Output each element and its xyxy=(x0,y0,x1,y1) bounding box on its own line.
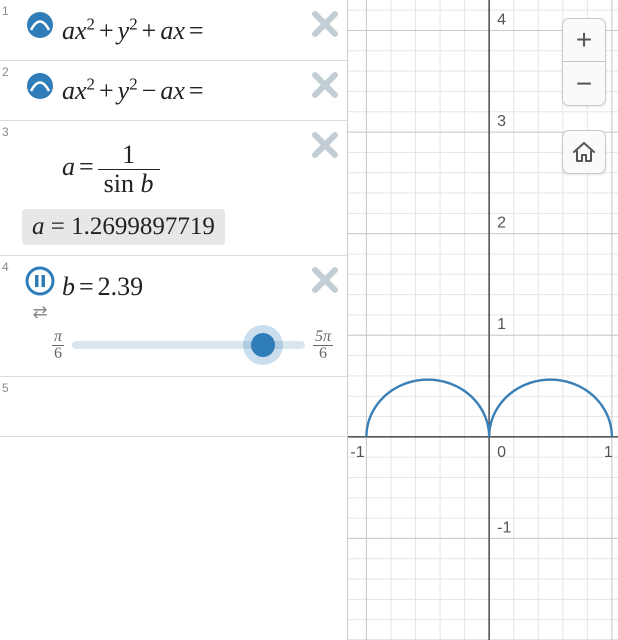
expression-row-2[interactable]: 2 ax2+y2−ax= xyxy=(0,61,347,122)
svg-text:-1: -1 xyxy=(497,519,511,536)
row-index: 1 xyxy=(0,0,22,18)
frac-numerator: 1 xyxy=(116,141,141,168)
slider[interactable] xyxy=(72,335,305,355)
delete-row-button[interactable] xyxy=(309,8,341,45)
expression-row-3[interactable]: 3 a= 1 sin b a = 1.2699897719 xyxy=(0,121,347,256)
svg-text:-1: -1 xyxy=(350,444,364,461)
svg-text:3: 3 xyxy=(497,113,506,130)
var-a: a xyxy=(62,152,75,181)
expression-content[interactable]: b=2.39 xyxy=(58,256,347,302)
frac-fn: sin xyxy=(104,169,134,198)
val-b: 2.39 xyxy=(98,272,144,301)
visibility-toggle-icon[interactable] xyxy=(22,61,58,101)
row-index: 3 xyxy=(0,121,22,139)
delete-row-button[interactable] xyxy=(309,129,341,166)
frac-arg: b xyxy=(141,169,154,198)
expression-content[interactable]: ax2+y2−ax= xyxy=(58,61,347,121)
slider-min: π6 xyxy=(52,329,64,362)
svg-text:4: 4 xyxy=(497,11,506,28)
slider-knob[interactable] xyxy=(251,333,275,357)
delete-row-button[interactable] xyxy=(309,264,341,301)
zoom-in-button[interactable]: + xyxy=(562,18,606,62)
swap-icon[interactable]: ⇄ xyxy=(32,302,47,323)
svg-text:0: 0 xyxy=(497,444,506,461)
row-icon-placeholder xyxy=(22,121,58,131)
svg-text:1: 1 xyxy=(497,316,506,333)
row-index: 4 xyxy=(0,256,22,274)
home-icon xyxy=(570,138,598,166)
row-index: 2 xyxy=(0,61,22,79)
graph-area[interactable]: -1 1 2 3 4 -1 1 0 + − xyxy=(348,0,618,640)
row-index: 5 xyxy=(0,377,22,395)
svg-text:2: 2 xyxy=(497,215,506,232)
computed-value: a = 1.2699897719 xyxy=(22,209,225,245)
expression-content[interactable]: ax2+y2+ax= xyxy=(58,0,347,60)
slider-play-icon[interactable]: ⇄ xyxy=(22,256,58,323)
expression-panel: 1 ax2+y2+ax= 2 ax2+y2−ax= xyxy=(0,0,348,640)
expression-row-5[interactable]: 5 xyxy=(0,377,347,437)
home-button[interactable] xyxy=(562,130,606,174)
visibility-toggle-icon[interactable] xyxy=(22,0,58,40)
expression-row-1[interactable]: 1 ax2+y2+ax= xyxy=(0,0,347,61)
expression-content[interactable]: a= 1 sin b xyxy=(58,121,347,205)
zoom-out-button[interactable]: − xyxy=(562,62,606,106)
slider-max: 5π6 xyxy=(313,329,333,362)
var-b: b xyxy=(62,272,75,301)
svg-text:1: 1 xyxy=(604,444,613,461)
delete-row-button[interactable] xyxy=(309,69,341,106)
expression-row-4[interactable]: 4 ⇄ b=2.39 π6 xyxy=(0,256,347,377)
